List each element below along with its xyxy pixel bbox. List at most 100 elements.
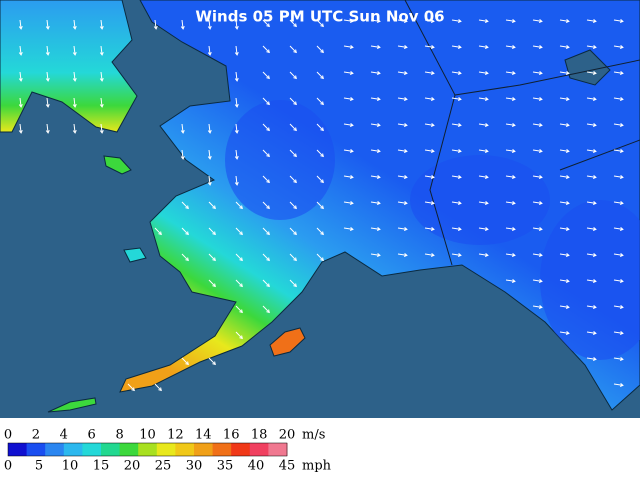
wind-arrow-head [158,231,162,236]
wind-arrow-head [565,149,570,153]
wind-arrow-head [619,253,624,257]
wind-arrow-head [320,101,324,106]
wind-arrow [505,227,515,230]
wind-arrow [424,175,434,178]
wind-arrow-head [234,25,239,30]
wind-arrow-head [212,205,216,210]
wind-arrow [532,279,542,282]
wind-arrow [316,45,324,53]
wind-arrow [505,71,515,74]
wind-arrow-head [511,175,516,179]
wind-arrow-head [72,25,77,30]
wind-arrow-head [320,231,324,236]
wind-arrow [235,201,243,209]
wind-arrow [289,123,297,131]
wind-arrow [181,201,189,209]
wind-arrow [100,71,103,81]
wind-arrow-head [565,19,570,23]
wind-arrows [18,19,624,392]
wind-arrow-head [349,123,354,127]
wind-arrow [397,201,407,204]
wind-arrow-head [293,231,297,236]
wind-arrow [343,227,353,230]
wind-arrow [154,227,162,235]
wind-arrow-head [538,227,543,231]
wind-arrow [46,71,49,81]
wind-arrow-head [293,127,297,132]
wind-arrow-head [403,175,408,179]
wind-arrow [262,19,270,27]
wind-arrow-head [239,257,243,262]
siberia [0,0,138,133]
wind-arrow-head [565,97,570,101]
wind-arrow-head [538,201,543,205]
wind-arrow-head [457,97,462,101]
scale-swatch [194,443,214,456]
wind-arrow-head [565,331,570,335]
wind-arrow [289,97,297,105]
wind-arrow-head [565,305,570,309]
wind-arrow [208,123,211,133]
wind-arrow-head [403,149,408,153]
wind-arrow [370,149,380,152]
wind-arrow [586,97,596,100]
wind-arrow [316,175,324,183]
wind-arrow-head [266,75,270,80]
wind-arrow [343,123,353,126]
wind-arrow-head [18,129,23,134]
wind-arrow [235,149,238,159]
wind-arrow [208,201,216,209]
wind-arrow [370,71,380,74]
wind-arrow-head [266,231,270,236]
wind-arrow [613,357,623,360]
wind-arrow-head [592,175,597,179]
wind-arrow-head [619,305,624,309]
wind-arrow-head [320,153,324,158]
map-title: Winds 05 PM UTC Sun Nov 06 [195,8,444,26]
wind-arrow-head [180,129,185,134]
wind-arrow-head [293,23,297,28]
wind-arrow-head [376,45,381,49]
wind-arrow-head [403,253,408,257]
wind-arrow [559,253,569,256]
wind-arrow [451,175,461,178]
wind-arrow-head [99,51,104,56]
wind-arrow-head [484,123,489,127]
wind-arrow-head [430,71,435,75]
wind-arrow [316,71,324,79]
wind-arrow-head [457,201,462,205]
wind-arrow-head [511,227,516,231]
wind-arrow [262,227,270,235]
wind-arrow-head [484,71,489,75]
wind-arrow [235,253,243,261]
wind-arrow-head [18,103,23,108]
wind-arrow-head [293,101,297,106]
wind-arrow [505,123,515,126]
scale-swatch [8,443,28,456]
wind-arrow [235,123,238,133]
wind-arrow-head [293,205,297,210]
scale-swatch [156,443,176,456]
wind-arrow [73,97,76,107]
wind-arrow [424,227,434,230]
wind-arrow-head [293,49,297,54]
wind-arrow-head [239,231,243,236]
wind-arrow-head [234,129,239,134]
ms-label: 14 [195,428,212,443]
low-wind-zone [540,200,640,360]
wind-arrow-head [538,253,543,257]
wind-arrow [100,45,103,55]
scale-swatch [101,443,121,456]
border [559,139,640,171]
wind-arrow-head [18,77,23,82]
wind-arrow-head [239,335,243,340]
wind-arrow-head [538,175,543,179]
wind-arrow [208,45,211,55]
wind-arrow [235,227,243,235]
ms-label: 2 [32,428,40,443]
low-wind-zone [410,155,550,245]
wind-arrow [289,175,297,183]
wind-arrow [19,71,22,81]
wind-arrow-head [72,51,77,56]
wind-arrow [451,123,461,126]
